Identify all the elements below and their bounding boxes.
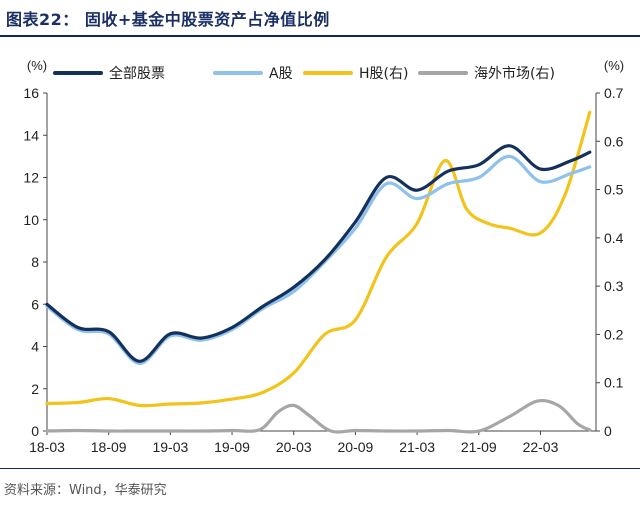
source-note: 资料来源：Wind，华泰研究 [4, 483, 167, 498]
left-tick-label: 0 [31, 423, 39, 439]
series-layer [45, 110, 592, 434]
legend-label-overseas: 海外市场(右) [474, 65, 555, 82]
right-axis-unit: (%) [604, 58, 624, 73]
left-tick-label: 8 [31, 254, 39, 270]
left-tick-label: 12 [23, 170, 39, 186]
x-tick-label: 18-09 [91, 439, 127, 455]
series-line-h-share [45, 110, 592, 408]
figure-title: 图表22： 固收+基金中股票资产占净值比例 [6, 10, 330, 29]
series-line-overseas [45, 398, 592, 434]
right-tick-label: 0 [604, 423, 612, 439]
footer-rule [0, 468, 640, 469]
right-tick-label: 0.5 [604, 182, 624, 198]
legend-label-a-share: A股 [269, 66, 293, 82]
right-tick-label: 0.6 [604, 133, 624, 149]
left-axis-unit: (%) [27, 58, 47, 73]
series-line-total-stock [45, 144, 592, 363]
x-tick-label: 20-03 [276, 439, 312, 455]
x-tick-label: 21-03 [399, 439, 435, 455]
title-bar: 图表22： 固收+基金中股票资产占净值比例 [0, 0, 640, 37]
left-tick-label: 2 [31, 381, 39, 397]
left-tick-label: 16 [23, 85, 39, 101]
left-tick-label: 4 [31, 339, 39, 355]
x-tick-label: 20-09 [338, 439, 374, 455]
chart-legend: 全部股票 A股 H股(右) 海外市场(右) [53, 65, 555, 82]
series-line-a-share [45, 154, 592, 366]
right-tick-label: 0.3 [604, 278, 624, 294]
left-tick-label: 6 [31, 296, 39, 312]
left-tick-label: 10 [23, 212, 39, 228]
legend-label-h-share: H股(右) [359, 66, 408, 82]
right-tick-label: 0.1 [604, 375, 624, 391]
x-tick-label: 22-03 [523, 439, 559, 455]
chart-axes: 0 2 4 6 8 10 12 14 16 0 0.1 0.2 0.3 0.4 0.5 0.6 0.7 18-03… [23, 58, 624, 455]
line-chart: 0 2 4 6 8 10 12 14 16 0 0.1 0.2 0.3 0.4 0.5 0.6 0.7 18-03… [23, 58, 624, 455]
x-tick-label: 19-09 [214, 439, 250, 455]
right-tick-label: 0.7 [604, 85, 624, 101]
x-tick-label: 21-09 [461, 439, 497, 455]
left-tick-label: 14 [23, 127, 39, 143]
legend-label-total-stock: 全部股票 [109, 65, 165, 82]
title-underline [0, 35, 640, 37]
x-tick-label: 18-03 [29, 439, 65, 455]
x-tick-label: 19-03 [152, 439, 188, 455]
right-tick-label: 0.4 [604, 230, 624, 246]
right-tick-label: 0.2 [604, 326, 624, 342]
